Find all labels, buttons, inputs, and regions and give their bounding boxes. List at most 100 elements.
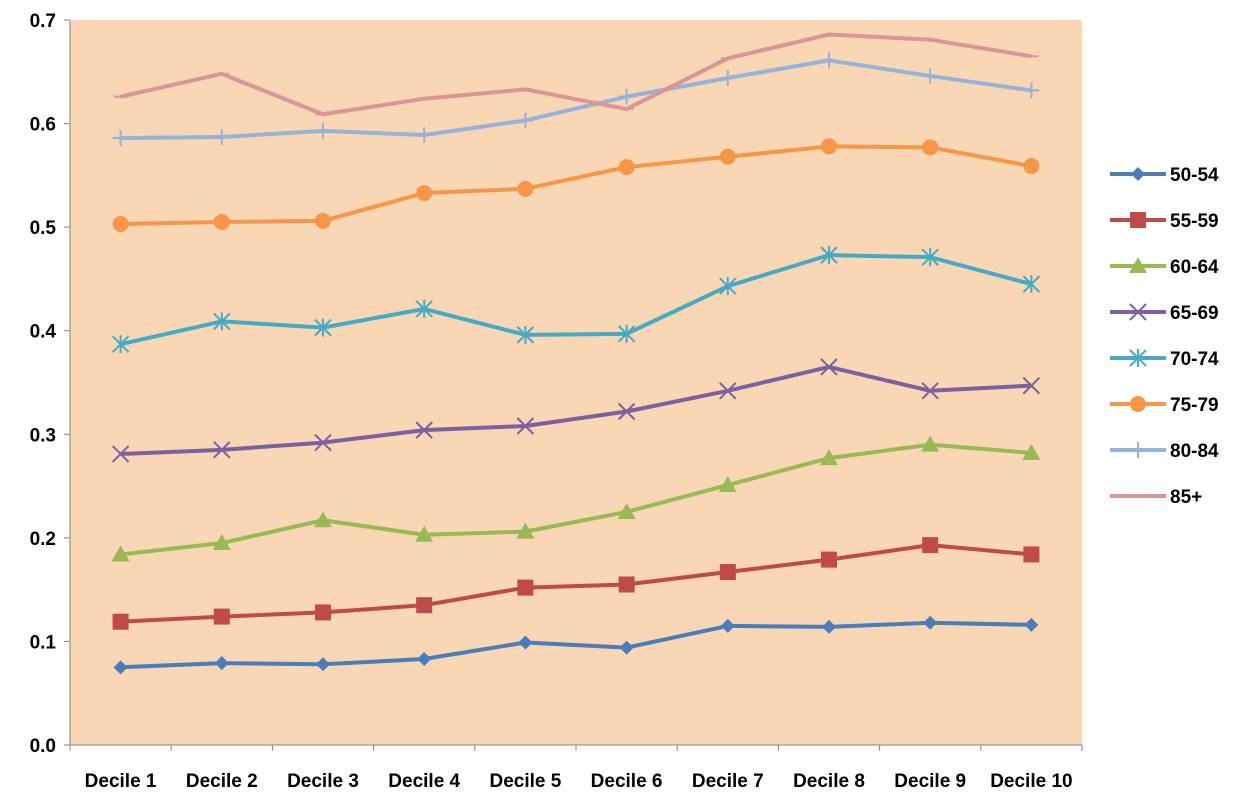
data-point — [517, 112, 534, 129]
legend-item: 80-84 — [1110, 441, 1219, 462]
x-tick-label: Decile 1 — [85, 771, 157, 792]
legend-marker — [1130, 212, 1146, 228]
data-point — [822, 619, 836, 634]
data-point — [720, 618, 735, 633]
data-point — [213, 129, 230, 146]
legend-item: 70-74 — [1110, 349, 1219, 370]
data-point — [314, 318, 332, 337]
data-point — [516, 522, 535, 539]
series-75-79 — [112, 138, 1040, 233]
y-tick-label: 0.5 — [30, 218, 57, 239]
data-point — [315, 212, 331, 229]
data-point — [618, 159, 635, 176]
data-point — [113, 660, 128, 675]
data-point — [820, 358, 838, 376]
data-point — [922, 537, 939, 554]
legend-label: 65-69 — [1170, 303, 1219, 324]
data-point — [415, 525, 434, 542]
data-point — [1022, 376, 1041, 395]
data-point — [1023, 158, 1040, 175]
data-point — [619, 640, 634, 655]
data-point — [416, 126, 433, 143]
y-tick-label: 0.1 — [30, 632, 57, 653]
data-point — [111, 445, 130, 463]
x-axis-ticks: Decile 1 Decile 2 Decile 3 Decile 4 Decile 5… — [69, 745, 1083, 792]
data-point — [821, 52, 837, 69]
data-point — [518, 635, 533, 650]
series-65-69 — [111, 358, 1041, 463]
series-85plus — [113, 32, 1039, 117]
data-point — [617, 502, 636, 519]
y-tick-label: 0.6 — [30, 115, 56, 136]
x-tick-label: Decile 6 — [591, 771, 663, 792]
legend-label: 55-59 — [1170, 211, 1219, 232]
legend-item: 75-79 — [1110, 395, 1219, 416]
legend-marker — [1131, 167, 1145, 181]
data-point — [719, 148, 736, 165]
y-tick-label: 0.0 — [30, 736, 56, 757]
data-point — [213, 441, 231, 459]
data-point — [416, 597, 433, 614]
series-80-84 — [112, 52, 1040, 147]
x-tick-label: Decile 8 — [793, 771, 865, 792]
series-layer — [111, 32, 1041, 675]
legend-label: 50-54 — [1170, 165, 1219, 186]
series-line — [120, 58, 1032, 141]
data-point — [516, 417, 535, 435]
data-point — [719, 70, 736, 86]
data-point — [112, 613, 129, 630]
data-point — [213, 312, 231, 331]
legend-item: 60-64 — [1110, 257, 1219, 278]
y-tick-label: 0.7 — [30, 11, 56, 32]
data-point — [314, 511, 332, 528]
data-point — [315, 122, 331, 139]
data-point — [112, 130, 129, 147]
data-point — [617, 402, 636, 421]
data-point — [1023, 546, 1040, 563]
data-point — [111, 545, 130, 562]
series-line — [120, 144, 1032, 227]
data-point — [921, 382, 939, 400]
data-point — [517, 180, 534, 197]
legend-marker — [1130, 396, 1146, 412]
series-70-74 — [111, 246, 1041, 354]
series-line — [120, 442, 1032, 557]
x-tick-label: Decile 10 — [990, 771, 1072, 792]
legend-item: 55-59 — [1110, 211, 1219, 232]
legend-marker — [1129, 303, 1147, 321]
series-line — [120, 543, 1032, 624]
legend-marker — [1130, 442, 1146, 458]
data-point — [718, 476, 737, 493]
data-point — [213, 213, 230, 230]
data-point — [618, 576, 635, 593]
data-point — [820, 449, 838, 466]
legend-item: 85+ — [1110, 487, 1202, 508]
data-point — [921, 248, 939, 267]
y-axis-ticks: 0.0 0.1 0.2 0.3 0.4 0.5 0.6 0.7 — [30, 11, 70, 757]
data-point — [516, 325, 535, 344]
legend-label: 60-64 — [1170, 257, 1219, 278]
data-point — [517, 579, 534, 596]
data-point — [719, 564, 736, 581]
y-tick-label: 0.2 — [30, 529, 56, 550]
series-60-64 — [111, 435, 1041, 562]
x-tick-label: Decile 5 — [489, 771, 561, 792]
x-tick-label: Decile 2 — [186, 771, 258, 792]
y-tick-label: 0.4 — [30, 322, 57, 343]
data-point — [921, 435, 940, 452]
x-tick-label: Decile 4 — [388, 771, 460, 792]
data-point — [416, 184, 433, 201]
legend-marker — [1129, 349, 1147, 367]
x-tick-label: Decile 9 — [894, 771, 966, 792]
series-line — [120, 32, 1032, 117]
data-point — [719, 277, 737, 296]
data-point — [922, 139, 939, 156]
data-point — [314, 433, 332, 452]
legend-marker — [1129, 257, 1147, 273]
data-point — [415, 299, 433, 318]
data-point — [316, 657, 330, 672]
data-point — [212, 534, 231, 551]
legend-label: 80-84 — [1170, 441, 1219, 462]
data-point — [213, 608, 230, 625]
